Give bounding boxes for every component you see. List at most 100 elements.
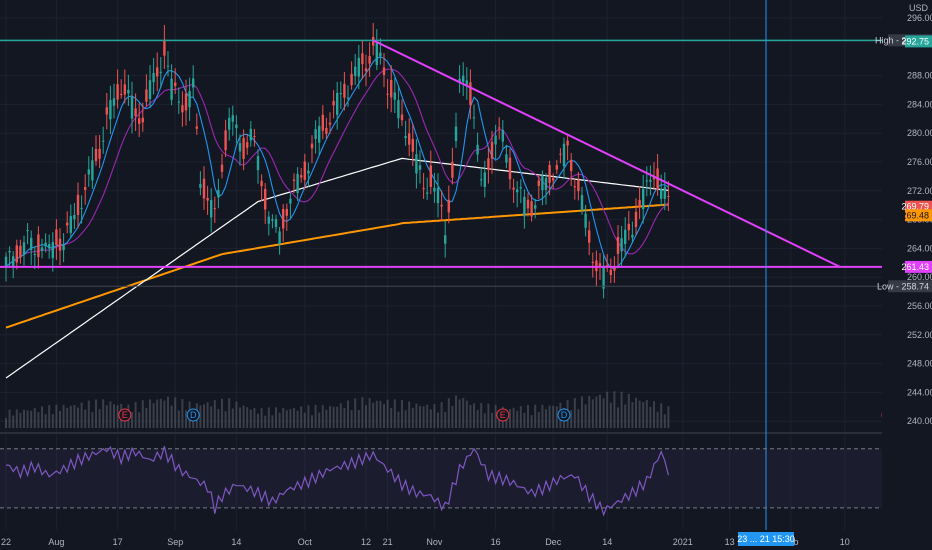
event-marker-label: D [561,410,568,420]
volume-bar [242,405,245,428]
candle-body [652,176,656,180]
volume-bar [44,414,47,428]
volume-bar [37,412,40,428]
candle-body [634,211,638,228]
event-marker[interactable] [186,408,200,422]
candle-body [166,65,170,67]
event-marker[interactable] [118,408,132,422]
candle-body [526,199,530,209]
candle-body [566,140,569,146]
trendline-descending[interactable] [372,39,841,268]
candle-body [627,223,630,231]
x-tick-label: 16 [491,537,501,547]
candle-body [267,216,270,224]
volume-bar [105,405,108,428]
x-axis-panel[interactable] [0,530,932,550]
volume-bar [84,409,87,428]
volume-bar [275,407,277,428]
volume-bar [599,394,601,428]
x-tick-label: 14 [602,537,612,547]
volume-bar [87,400,90,428]
x-tick-label: 13 [725,537,735,547]
volume-bar [494,404,497,428]
volume-bar [282,407,285,428]
volume-bar [408,401,411,428]
candle-body [534,205,537,209]
event-marker[interactable] [496,408,510,422]
candle-body [591,261,594,263]
candle-body [264,188,267,210]
volume-bar [491,413,493,428]
candle-body [573,186,576,188]
y-tick-label: 272.00 [907,186,932,196]
volume-bar [606,391,609,428]
volume-bar [41,406,43,428]
x-tick-label: 2021 [673,537,693,547]
y-tick-label: 296.00 [907,13,932,23]
volume-bar [253,407,256,428]
volume-bar [541,405,544,428]
volume-bar [62,404,65,428]
candle-body [22,242,26,255]
candle-body [296,173,299,193]
candle-body [544,178,548,190]
candle-body [552,178,555,181]
candle-body [174,82,177,87]
candle-body [292,179,296,181]
volume-bar [451,405,454,428]
volume-bar [321,405,324,428]
volume-bar [167,396,169,428]
y-tick-label: 280.00 [907,128,932,138]
candle-body [69,216,72,233]
candle-body [325,127,328,134]
candle-body [148,80,152,99]
volume-bar [163,400,166,428]
y-tick-label: 260.00 [907,272,932,282]
volume-bar [620,391,623,428]
candle-body [631,234,634,238]
volume-bar [635,397,637,428]
candle-body [55,229,58,245]
volume-bar [627,394,630,428]
candle-body [469,82,472,106]
volume-bar [419,405,421,428]
candle-body [390,79,393,98]
volume-bar [91,412,94,428]
candle-body [516,189,519,193]
volume-bar [8,409,11,428]
volume-bar [354,398,357,428]
y-tick-label: 240.00 [907,416,932,426]
volume-bar [386,399,389,428]
y-tick-label: 252.00 [907,330,932,340]
volume-bar [555,406,558,428]
candle-body [51,242,54,259]
volume-bar [516,410,519,428]
event-marker[interactable] [557,408,571,422]
volume-bar [613,391,616,428]
volume-bar [645,400,648,428]
candle-body [530,201,533,217]
y-tick-label: 284.00 [907,99,932,109]
candle-body [422,188,425,190]
candle-body [580,195,584,211]
volume-bar [339,403,342,428]
candle-body [321,114,324,131]
volume-bar [329,406,331,428]
candle-body [332,100,335,106]
candle-body [80,207,83,209]
candle-body [274,219,278,228]
volume-bar [426,404,429,428]
candle-body [483,172,486,187]
candle-body [451,161,454,178]
candle-body [429,165,432,187]
volume-bar [336,406,339,428]
candle-body [447,199,450,213]
volume-bar [181,399,184,428]
volume-bar [469,404,472,428]
volume-bar [465,400,468,428]
candle-body [184,93,188,111]
candle-body [598,263,602,267]
volume-bar [311,415,313,428]
